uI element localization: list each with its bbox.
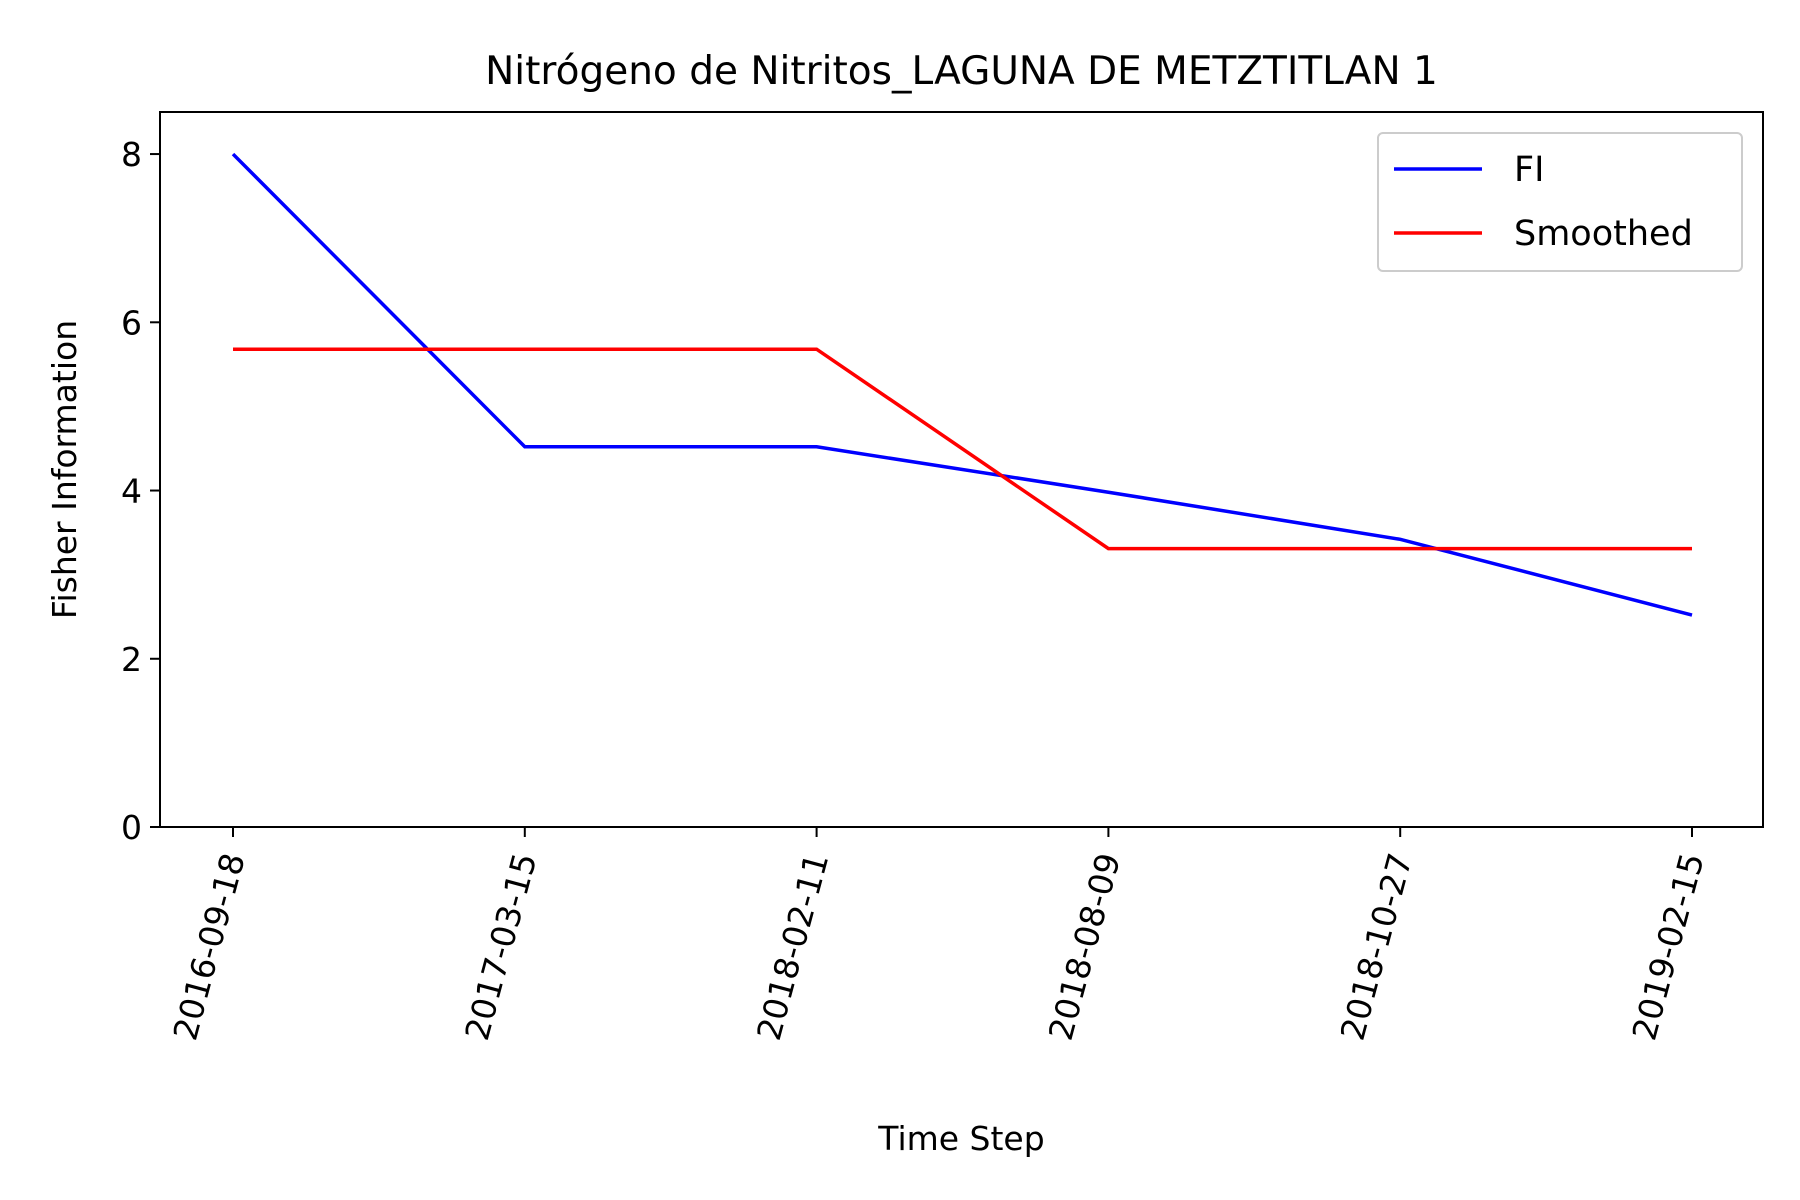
x-tick-label: 2018-10-27 (1333, 849, 1420, 1044)
x-tick-label: 2017-03-15 (457, 849, 544, 1044)
y-axis-label: Fisher Information (45, 320, 84, 619)
y-tick-label: 2 (121, 640, 142, 679)
y-tick-label: 4 (121, 472, 142, 511)
chart-title: Nitrógeno de Nitritos_LAGUNA DE METZTITL… (485, 49, 1438, 94)
x-axis: 2016-09-18 2017-03-15 2018-02-11 2018-08-09… (165, 827, 1712, 1044)
y-tick-label: 0 (121, 808, 142, 847)
x-axis-label: Time Step (877, 1119, 1044, 1158)
y-tick-label: 8 (121, 135, 142, 174)
series-line-fi (231, 152, 1693, 617)
plot-area (159, 111, 1764, 828)
x-tick-label: 2019-02-15 (1624, 849, 1711, 1044)
x-tick-label: 2018-02-11 (749, 849, 836, 1044)
y-axis: 0 2 4 6 8 (121, 135, 160, 847)
y-tick-label: 6 (121, 303, 142, 342)
legend-label-fi: FI (1514, 150, 1544, 190)
series-layer (231, 152, 1693, 617)
series-line-smoothed (233, 347, 1692, 551)
legend-label-smoothed: Smoothed (1514, 214, 1693, 254)
x-tick-label: 2018-08-09 (1041, 849, 1128, 1044)
x-tick-label: 2016-09-18 (165, 849, 252, 1044)
legend: FI Smoothed (1377, 132, 1743, 272)
plot-frame (159, 111, 1764, 828)
